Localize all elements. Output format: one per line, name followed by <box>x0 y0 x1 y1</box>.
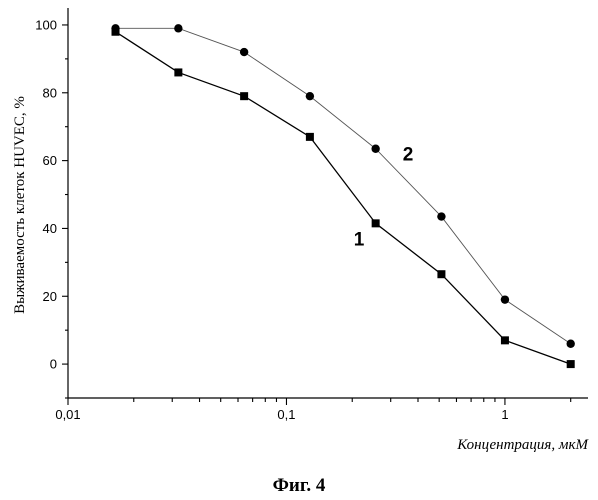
data-point <box>174 24 182 32</box>
y-tick-label: 100 <box>35 17 57 32</box>
data-point <box>174 68 182 76</box>
x-tick-label: 0,1 <box>277 407 295 422</box>
ticks: 0 20 40 60 80 100 0,01 0,1 1 <box>35 17 570 422</box>
figure-caption: Фиг. 4 <box>273 475 326 496</box>
series-1 <box>112 28 575 368</box>
data-point <box>567 360 575 368</box>
data-point <box>306 133 314 141</box>
data-point <box>111 24 119 32</box>
series <box>111 24 575 368</box>
data-point <box>501 295 509 303</box>
data-point <box>371 145 379 153</box>
data-point <box>567 340 575 348</box>
data-point <box>240 92 248 100</box>
data-point <box>240 48 248 56</box>
y-tick-label: 60 <box>43 153 57 168</box>
x-axis-title: Концентрация, мкМ <box>456 437 589 453</box>
data-point <box>501 336 509 344</box>
x-tick-label: 1 <box>501 407 508 422</box>
data-point <box>437 212 445 220</box>
series-label-1: 1 <box>354 229 365 250</box>
y-tick-label: 40 <box>43 221 57 236</box>
y-tick-label: 20 <box>43 289 57 304</box>
y-tick-label: 0 <box>50 357 57 372</box>
data-point <box>437 270 445 278</box>
series-1-line <box>116 32 571 364</box>
data-point <box>372 219 380 227</box>
y-tick-label: 80 <box>43 85 57 100</box>
y-axis-title: Выживаемость клеток HUVEC, % <box>12 96 28 314</box>
x-tick-label: 0,01 <box>55 407 80 422</box>
series-label-2: 2 <box>403 145 414 166</box>
axes <box>68 8 588 398</box>
data-point <box>306 92 314 100</box>
